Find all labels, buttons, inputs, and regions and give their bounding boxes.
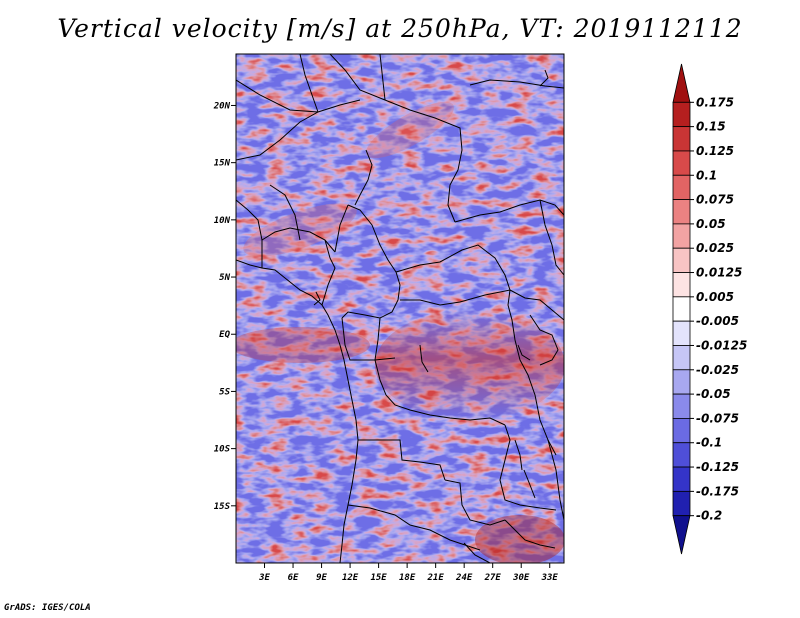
lon-tick-label: 18E bbox=[399, 573, 416, 583]
lat-tick-label: 10S bbox=[214, 445, 231, 455]
colorbar-label: 0.175 bbox=[696, 95, 734, 109]
colorbar-swatch bbox=[672, 369, 691, 395]
colorbar-swatch bbox=[672, 101, 691, 128]
colorbar: 0.175 0.15 0.125 0.1 0.075 0.05 0.025 0.0125 0.0… bbox=[672, 63, 747, 555]
colorbar-swatch bbox=[672, 150, 691, 176]
lon-tick-label: 6E bbox=[288, 573, 299, 583]
lat-tick-label: 5N bbox=[219, 273, 230, 283]
colorbar-label: -0.075 bbox=[696, 411, 739, 425]
lon-tick-label: 27E bbox=[484, 573, 502, 583]
colorbar-swatch bbox=[672, 345, 691, 371]
map-frame bbox=[235, 53, 565, 564]
lon-tick-label: 24E bbox=[455, 573, 473, 583]
colorbar-label: 0.05 bbox=[696, 217, 726, 231]
lat-tick-label: 10N bbox=[214, 216, 231, 226]
colorbar-label: 0.0125 bbox=[696, 266, 742, 280]
lat-tick-label: 15S bbox=[214, 502, 231, 512]
colorbar-swatch bbox=[672, 418, 691, 444]
colorbar-label: -0.2 bbox=[696, 509, 722, 523]
colorbar-label: -0.05 bbox=[696, 387, 731, 401]
lon-tick-label: 15E bbox=[370, 573, 387, 583]
colorbar-label: 0.025 bbox=[696, 241, 734, 255]
country-borders bbox=[236, 54, 564, 563]
lon-tick-label: 9E bbox=[316, 573, 327, 583]
colorbar-swatch bbox=[672, 466, 691, 492]
lat-tick-label: EQ bbox=[219, 330, 230, 340]
colorbar-label: -0.0125 bbox=[696, 338, 747, 352]
colorbar-label: -0.125 bbox=[696, 460, 739, 474]
latitude-axis: 20N 15N 10N 5N EQ 5S 10S 15S bbox=[213, 101, 236, 512]
colorbar-label: -0.025 bbox=[696, 363, 739, 377]
colorbar-swatch bbox=[672, 126, 691, 152]
lon-tick-label: 30E bbox=[512, 573, 530, 583]
colorbar-swatch bbox=[672, 63, 691, 103]
lon-tick-label: 33E bbox=[541, 573, 559, 583]
colorbar-swatch bbox=[672, 442, 691, 468]
colorbar-swatch bbox=[672, 199, 691, 225]
colorbar-swatch bbox=[672, 320, 691, 346]
colorbar-swatch bbox=[672, 490, 691, 517]
colorbar-label: 0.15 bbox=[696, 120, 726, 134]
colorbar-swatch bbox=[672, 174, 691, 200]
grads-credit: GrADS: IGES/COLA bbox=[4, 603, 91, 613]
colorbar-label: -0.005 bbox=[696, 314, 739, 328]
lon-tick-label: 3E bbox=[258, 573, 270, 583]
colorbar-swatch bbox=[672, 247, 691, 273]
colorbar-swatch bbox=[672, 296, 691, 322]
colorbar-swatch bbox=[672, 393, 691, 419]
lat-tick-label: 5S bbox=[219, 387, 230, 397]
longitude-axis: 3E 6E 9E 12E 15E 18E 21E 24E 27E 30E 33E bbox=[258, 563, 558, 583]
velocity-field bbox=[236, 54, 564, 563]
colorbar-label: 0.075 bbox=[696, 193, 734, 207]
colorbar-label: -0.1 bbox=[696, 436, 722, 450]
lon-tick-label: 12E bbox=[342, 573, 359, 583]
colorbar-swatch bbox=[672, 272, 691, 298]
colorbar-label: 0.125 bbox=[696, 144, 734, 158]
colorbar-swatch bbox=[672, 223, 691, 249]
colorbar-label: -0.175 bbox=[696, 484, 739, 498]
figure-title: Vertical velocity [m/s] at 250hPa, VT: 2… bbox=[57, 14, 743, 43]
lat-tick-label: 15N bbox=[214, 159, 231, 169]
colorbar-label: 0.005 bbox=[696, 290, 734, 304]
lon-tick-label: 21E bbox=[427, 573, 445, 583]
lat-tick-label: 20N bbox=[213, 101, 231, 111]
colorbar-label: 0.1 bbox=[696, 168, 717, 182]
colorbar-swatch bbox=[672, 515, 691, 555]
